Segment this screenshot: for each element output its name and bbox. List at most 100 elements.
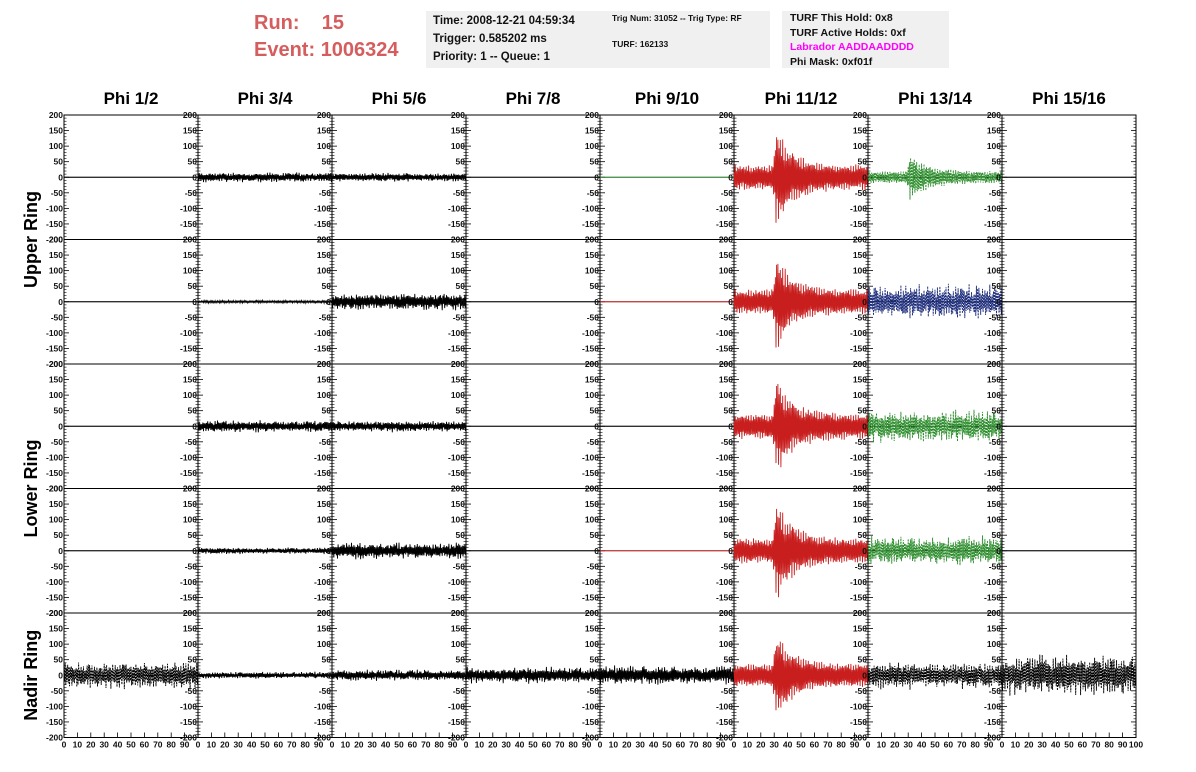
y-tick-label: -150 <box>314 343 331 353</box>
y-tick-label: 100 <box>719 515 733 525</box>
waveform-trace <box>867 409 1003 443</box>
y-tick-label: 200 <box>451 235 465 245</box>
y-tick-label: 0 <box>594 172 599 182</box>
y-tick-label: 0 <box>460 546 465 556</box>
y-tick-label: 50 <box>456 530 466 540</box>
y-tick-label: 150 <box>317 624 331 634</box>
x-tick-label: 50 <box>662 740 672 750</box>
y-tick-label: -100 <box>582 577 599 587</box>
x-tick-label: 90 <box>716 740 726 750</box>
x-tick-label: 90 <box>180 740 190 750</box>
run-value: 15 <box>321 12 345 34</box>
y-tick-label: -100 <box>984 328 1001 338</box>
column-title: Phi 9/10 <box>635 89 699 108</box>
y-tick-label: -50 <box>453 686 466 696</box>
x-tick-label: 50 <box>1064 740 1074 750</box>
y-tick-label: -150 <box>448 343 465 353</box>
x-tick-label: 60 <box>1078 740 1088 750</box>
y-tick-label: -150 <box>46 343 63 353</box>
y-tick-label: 150 <box>585 126 599 136</box>
time-text: Time: 2008-12-21 04:59:34 <box>433 15 575 27</box>
y-tick-label: -150 <box>180 343 197 353</box>
y-tick-label: 0 <box>58 172 63 182</box>
y-tick-label: -150 <box>984 219 1001 229</box>
y-tick-label: -150 <box>180 219 197 229</box>
x-tick-label: 80 <box>166 740 176 750</box>
y-tick-label: -150 <box>314 592 331 602</box>
y-tick-label: 100 <box>585 390 599 400</box>
x-tick-label: 90 <box>1118 740 1128 750</box>
y-tick-label: 50 <box>590 157 600 167</box>
y-tick-label: 150 <box>585 375 599 385</box>
x-tick-label: 90 <box>314 740 324 750</box>
x-tick-label: 80 <box>434 740 444 750</box>
y-tick-label: 100 <box>719 141 733 151</box>
x-tick-label: 40 <box>783 740 793 750</box>
y-tick-label: 0 <box>862 172 867 182</box>
trig-num-text: Trig Num: 31052 -- Trig Type: RF <box>612 13 742 23</box>
x-tick-label: 0 <box>330 740 335 750</box>
x-tick-label: 50 <box>126 740 136 750</box>
y-tick-label: 100 <box>317 266 331 276</box>
y-tick-label: 0 <box>996 421 1001 431</box>
y-tick-label: 150 <box>49 624 63 634</box>
y-tick-label: 100 <box>987 639 1001 649</box>
y-tick-label: -50 <box>587 561 600 571</box>
y-tick-label: 100 <box>853 639 867 649</box>
y-tick-label: -150 <box>716 343 733 353</box>
y-tick-label: 0 <box>996 172 1001 182</box>
column-title: Phi 13/14 <box>898 89 972 108</box>
y-tick-label: 50 <box>456 406 466 416</box>
y-tick-label: 150 <box>317 499 331 509</box>
y-tick-label: 200 <box>719 359 733 369</box>
y-tick-label: -100 <box>448 577 465 587</box>
waveform-trace <box>733 508 869 598</box>
x-tick-label: 80 <box>836 740 846 750</box>
y-tick-label: -100 <box>850 328 867 338</box>
x-tick-label: 40 <box>649 740 659 750</box>
y-tick-label: -50 <box>855 686 868 696</box>
x-tick-label: 90 <box>984 740 994 750</box>
y-tick-label: 50 <box>188 530 198 540</box>
y-tick-label: -150 <box>582 468 599 478</box>
x-tick-label: 50 <box>796 740 806 750</box>
y-tick-label: -150 <box>314 219 331 229</box>
run-label: Run: <box>254 12 300 34</box>
y-tick-label: 0 <box>192 297 197 307</box>
y-tick-label: -150 <box>180 468 197 478</box>
y-tick-label: 100 <box>49 639 63 649</box>
y-tick-label: 200 <box>585 608 599 618</box>
y-tick-label: -50 <box>989 437 1002 447</box>
y-tick-label: 100 <box>719 390 733 400</box>
phi-mask-text: Phi Mask: 0xf01f <box>790 55 873 68</box>
waveform-trace <box>331 172 467 182</box>
waveform-trace <box>197 420 333 433</box>
x-tick-label: 70 <box>421 740 431 750</box>
y-tick-label: -150 <box>448 468 465 478</box>
y-tick-label: 200 <box>183 110 197 120</box>
y-tick-label: -150 <box>46 219 63 229</box>
x-tick-label: 80 <box>702 740 712 750</box>
y-tick-label: -150 <box>180 717 197 727</box>
y-tick-label: 50 <box>456 157 466 167</box>
y-tick-label: 50 <box>456 655 466 665</box>
x-tick-label: 30 <box>501 740 511 750</box>
x-tick-label: 30 <box>233 740 243 750</box>
ring-label: Nadir Ring <box>21 630 41 721</box>
y-tick-label: 50 <box>188 281 198 291</box>
x-tick-label: 70 <box>287 740 297 750</box>
y-tick-label: 100 <box>987 390 1001 400</box>
y-tick-label: 150 <box>987 624 1001 634</box>
